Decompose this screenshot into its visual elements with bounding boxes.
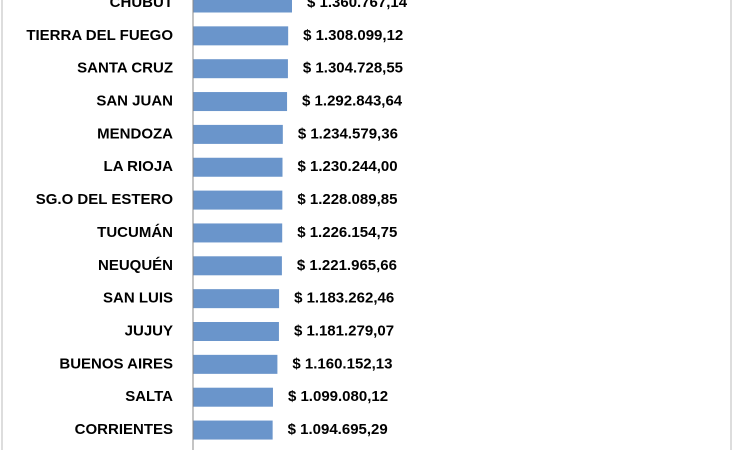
bar [193,354,278,374]
bar [193,289,280,309]
category-label: TIERRA DEL FUEGO [26,27,173,44]
bar [193,157,283,177]
bar [193,322,279,341]
value-label: $ 1.304.728,55 [303,60,403,77]
value-label: $ 1.230.244,00 [298,158,398,175]
category-label: BUENOS AIRES [59,355,173,372]
category-label: NEUQUÉN [98,257,173,274]
category-label: CHUBUT [110,0,173,11]
value-label: $ 1.183.262,46 [294,290,394,307]
category-label: SALTA [125,388,173,405]
category-label: CORRIENTES [75,421,173,438]
bar [193,190,283,210]
bar [193,124,283,144]
value-label: $ 1.221.965,66 [297,257,397,274]
bar [193,387,273,407]
bar [193,0,292,13]
value-label: $ 1.292.843,64 [302,93,403,110]
bar [193,223,283,243]
category-label: SANTA CRUZ [77,60,173,77]
category-label: JUJUY [125,322,173,339]
bar [193,256,282,276]
bar [193,420,273,440]
value-label: $ 1.360.767,14 [307,0,408,11]
category-label: LA RIOJA [104,158,174,175]
value-label: $ 1.234.579,36 [298,125,398,142]
category-label: MENDOZA [97,125,173,142]
value-label: $ 1.181.279,07 [294,322,394,339]
bar [193,59,288,79]
value-label: $ 1.094.695,29 [288,421,388,438]
value-label: $ 1.308.099,12 [303,27,403,44]
value-label: $ 1.160.152,13 [292,355,392,372]
category-label: TUCUMÁN [97,224,173,241]
bar [193,26,289,46]
category-label: SAN JUAN [96,93,173,110]
value-label: $ 1.226.154,75 [297,224,397,241]
category-label: SAN LUIS [103,290,173,307]
category-label: SG.O DEL ESTERO [36,191,174,208]
bar [193,92,288,112]
value-label: $ 1.099.080,12 [288,388,388,405]
value-label: $ 1.228.089,85 [297,191,397,208]
